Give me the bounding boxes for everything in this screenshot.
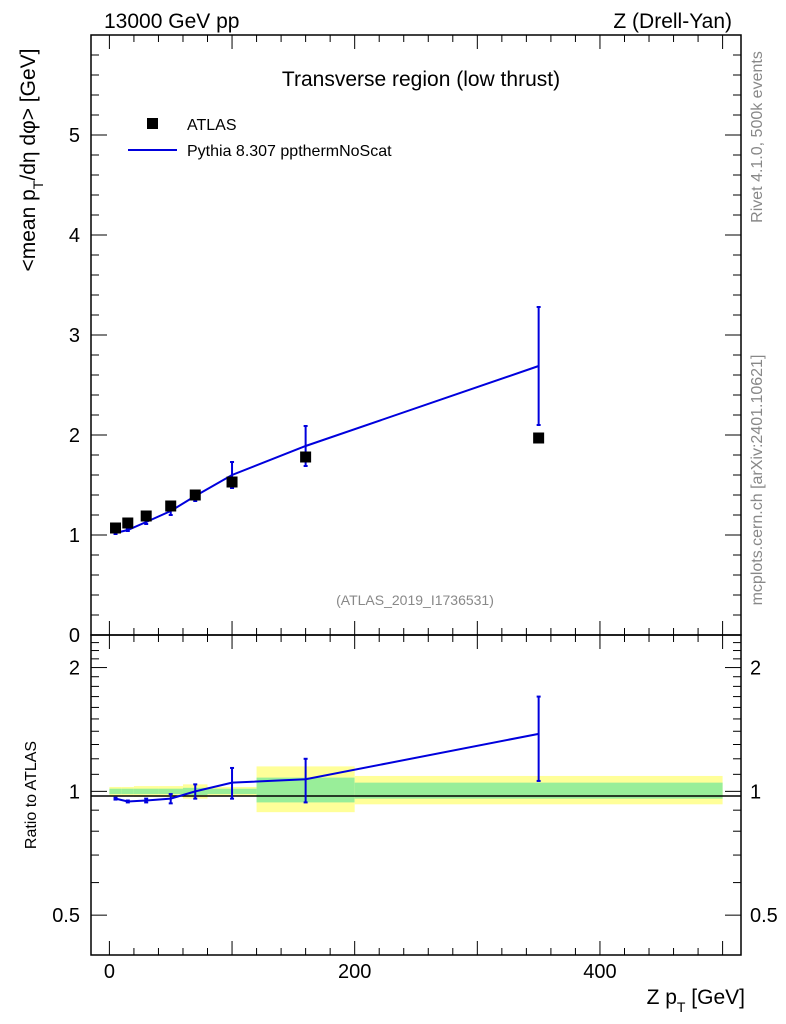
x-axis-label-subscript: T bbox=[677, 999, 686, 1015]
header-right-label: Z (Drell-Yan) bbox=[613, 10, 732, 33]
main-y-tick-label: 1 bbox=[69, 525, 80, 547]
mcplots-label: mcplots.cern.ch [arXiv:2401.10621] bbox=[749, 355, 766, 606]
ratio-y-tick-label: 0.5 bbox=[52, 905, 80, 927]
atlas-point bbox=[140, 510, 152, 522]
ratio-panel: 0.5 0.5 1 1 2 2 0 200 400 Ratio to ATLAS Z pT [G… bbox=[23, 634, 778, 1015]
rivet-label: Rivet 4.1.0, 500k events bbox=[749, 51, 766, 223]
atlas-point bbox=[110, 522, 122, 534]
legend-atlas-marker bbox=[147, 118, 158, 129]
ratio-y-tick-label: 2 bbox=[69, 658, 80, 680]
ratio-inner-band bbox=[121, 788, 134, 795]
main-axis-ticks: 0 1 2 3 4 5 bbox=[69, 34, 741, 647]
main-y-tick-label: 2 bbox=[69, 425, 80, 447]
main-ylabel-tail: /dη dφ> [GeV] bbox=[17, 49, 40, 181]
ratio-frame bbox=[90, 634, 742, 956]
x-axis-label-text: Z p bbox=[647, 986, 677, 1009]
chart-title: Transverse region (low thrust) bbox=[282, 68, 560, 91]
pythia-line bbox=[115, 365, 539, 534]
main-y-tick-label: 0 bbox=[69, 625, 80, 647]
header-left-label: 13000 GeV pp bbox=[104, 10, 239, 33]
ratio-inner-band bbox=[354, 782, 723, 799]
main-ylabel-subscript: T bbox=[30, 180, 46, 189]
atlas-point bbox=[122, 517, 134, 529]
ratio-axis-ticks: 0.5 0.5 1 1 2 2 0 200 400 bbox=[52, 635, 778, 983]
ratio-line bbox=[115, 732, 539, 803]
atlas-point bbox=[533, 432, 545, 444]
main-y-tick-label: 4 bbox=[69, 225, 80, 247]
main-ylabel: <mean pT/dη dφ> [GeV] bbox=[17, 49, 46, 272]
atlas-point bbox=[165, 500, 177, 512]
main-data bbox=[110, 306, 545, 535]
x-axis-label-tail: [GeV] bbox=[685, 986, 745, 1009]
ratio-y-tick-label-right: 2 bbox=[750, 658, 761, 680]
ratio-inner-band bbox=[158, 788, 183, 795]
ratio-inner-band bbox=[109, 788, 122, 795]
ratio-y-tick-label-right: 1 bbox=[750, 781, 761, 803]
x-axis-label: Z pT [GeV] bbox=[647, 986, 745, 1015]
main-y-tick-label: 3 bbox=[69, 325, 80, 347]
ratio-y-tick-label-right: 0.5 bbox=[750, 905, 778, 927]
ratio-inner-band bbox=[133, 788, 159, 795]
atlas-point bbox=[226, 476, 238, 488]
ratio-ylabel: Ratio to ATLAS bbox=[23, 741, 40, 849]
analysis-label: (ATLAS_2019_I1736531) bbox=[336, 592, 494, 608]
legend-pythia-label: Pythia 8.307 ppthermNoScat bbox=[187, 143, 392, 160]
x-tick-label: 0 bbox=[104, 961, 115, 983]
atlas-point bbox=[189, 489, 201, 501]
legend: ATLAS Pythia 8.307 ppthermNoScat bbox=[128, 117, 392, 160]
main-ylabel-text: <mean p bbox=[17, 189, 40, 271]
atlas-point bbox=[300, 451, 312, 463]
x-tick-label: 200 bbox=[338, 961, 371, 983]
x-tick-label: 400 bbox=[583, 961, 616, 983]
ratio-data bbox=[113, 695, 541, 805]
ratio-y-tick-label: 1 bbox=[69, 781, 80, 803]
main-panel: 0 1 2 3 4 5 Transverse region (low thrust) (A… bbox=[17, 34, 742, 647]
main-y-tick-label: 5 bbox=[69, 125, 80, 147]
legend-atlas-label: ATLAS bbox=[187, 117, 237, 134]
